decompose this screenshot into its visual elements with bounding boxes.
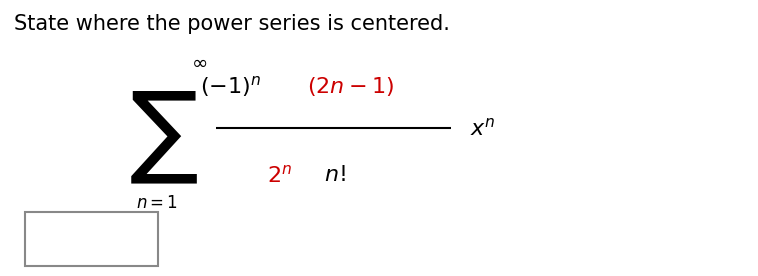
Text: $(-1)^n$: $(-1)^n$ [200, 75, 262, 99]
Text: $2^n$: $2^n$ [267, 164, 292, 186]
Text: State where the power series is centered.: State where the power series is centered… [14, 14, 449, 34]
Text: $\infty$: $\infty$ [191, 53, 208, 71]
Text: $n!$: $n!$ [324, 165, 346, 185]
Text: $x^n$: $x^n$ [470, 117, 496, 139]
Text: $\sum$: $\sum$ [129, 90, 197, 186]
Text: $(2n-1)$: $(2n-1)$ [307, 75, 394, 99]
Text: $n=1$: $n=1$ [136, 194, 178, 212]
